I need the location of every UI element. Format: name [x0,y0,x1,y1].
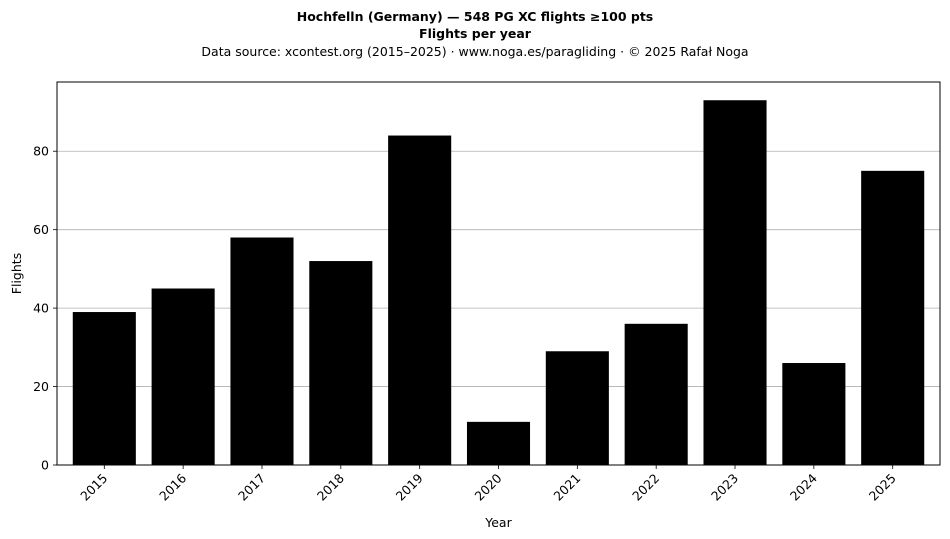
x-axis-label: Year [484,515,512,530]
x-tick-label: 2017 [235,471,268,504]
x-tick-label: 2023 [708,471,741,504]
x-tick-label: 2018 [314,470,347,503]
x-tick-label: 2021 [550,471,583,504]
bar-2022 [624,323,688,465]
x-tick-label: 2025 [866,471,899,504]
bar-2018 [309,261,373,465]
chart-subtitle: Flights per year [419,26,532,41]
chart-title: Hochfelln (Germany) — 548 PG XC flights … [297,9,654,24]
bars [72,100,925,466]
bar-2024 [782,363,846,465]
bar-2020 [466,421,531,465]
x-tick-label: 2020 [472,470,505,503]
bar-2015 [72,312,136,465]
x-tick-label: 2022 [629,471,662,504]
x-axis-ticks: 2015 2016 2017 2018 2019 2020 2021 2022 2023 2024… [77,465,899,504]
y-tick-label: 40 [33,301,49,316]
bar-2021 [545,351,609,465]
x-tick-label: 2015 [77,471,110,504]
x-tick-label: 2024 [787,470,820,503]
bar-2017 [230,237,294,465]
y-tick-label: 80 [33,144,49,159]
y-axis-label: Flights [9,253,24,294]
x-tick-label: 2019 [393,470,426,503]
bar-2019 [388,135,452,465]
y-tick-label: 20 [33,379,49,394]
bar-2016 [151,288,215,465]
chart-source-note: Data source: xcontest.org (2015–2025) · … [201,44,748,59]
y-tick-label: 60 [33,222,49,237]
y-axis-ticks: 0 20 40 60 80 [33,144,57,473]
bar-2025 [861,170,925,466]
y-tick-label: 0 [41,458,49,473]
bar-2023 [703,100,767,465]
x-tick-label: 2016 [156,470,189,503]
